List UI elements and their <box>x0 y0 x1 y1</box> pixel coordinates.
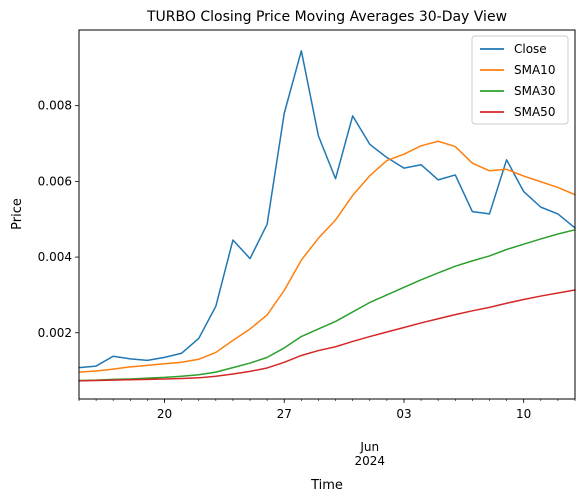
x-tick-label: 10 <box>516 407 531 421</box>
y-axis-label: Price <box>10 198 25 230</box>
legend-label-sma10: SMA10 <box>514 63 555 77</box>
plot-area <box>78 50 576 382</box>
plot-frame <box>78 29 576 400</box>
series-line-sma30 <box>78 229 576 382</box>
y-tick-label: 0.004 <box>38 250 72 264</box>
y-axis: 0.002 0.004 0.006 0.008 <box>38 99 79 340</box>
legend-label-sma30: SMA30 <box>514 84 555 98</box>
x-tick-label: 20 <box>157 407 172 421</box>
x-month-label: 2024 <box>354 454 385 468</box>
series-line-close <box>78 50 576 369</box>
chart-title: TURBO Closing Price Moving Averages 30-D… <box>146 9 507 25</box>
series-line-sma50 <box>78 289 576 382</box>
legend-box <box>471 35 569 125</box>
x-axis-label: Time <box>310 478 343 493</box>
series-line-sma10 <box>78 140 576 373</box>
x-tick-label: 27 <box>277 407 292 421</box>
y-tick-label: 0.002 <box>38 326 72 340</box>
x-month-label: Jun <box>359 440 379 454</box>
y-tick-label: 0.008 <box>38 99 72 113</box>
legend-label-close: Close <box>514 42 547 56</box>
y-tick-label: 0.006 <box>38 174 72 188</box>
legend: Close SMA10 SMA30 SMA50 <box>471 35 569 125</box>
legend-label-sma50: SMA50 <box>514 105 555 119</box>
x-tick-label: 03 <box>396 407 411 421</box>
